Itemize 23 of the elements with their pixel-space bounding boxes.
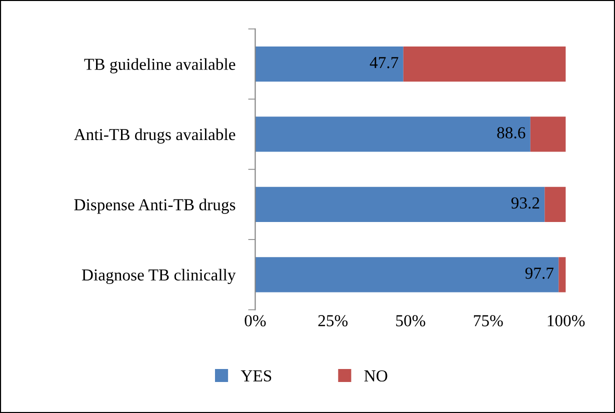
- bar: [255, 46, 404, 82]
- y-tick-label: TB guideline available: [84, 58, 236, 74]
- legend-label: YES: [240, 370, 272, 382]
- bar: [558, 257, 566, 292]
- x-tick-label: 100%: [548, 315, 585, 326]
- x-tick-label: 75%: [474, 315, 503, 326]
- legend-label: NO: [364, 370, 388, 382]
- x-tick-label: 0%: [244, 315, 266, 326]
- bar: [544, 186, 566, 222]
- data-label: 93.2: [511, 197, 540, 209]
- bar: [255, 116, 530, 152]
- data-label: 97.7: [525, 268, 554, 279]
- bar: [403, 46, 566, 82]
- data-label: 88.6: [497, 127, 526, 138]
- bar: [530, 116, 566, 152]
- bar: [255, 186, 545, 222]
- y-tick-label: Dispense Anti-TB drugs: [74, 198, 236, 214]
- y-tick-label: Diagnose TB clinically: [82, 268, 236, 284]
- y-tick-label: Anti-TB drugs available: [74, 128, 236, 144]
- x-tick-label: 50%: [396, 315, 426, 326]
- bar: [255, 257, 559, 292]
- data-label: 47.7: [370, 57, 398, 68]
- x-tick-label: 25%: [318, 315, 348, 326]
